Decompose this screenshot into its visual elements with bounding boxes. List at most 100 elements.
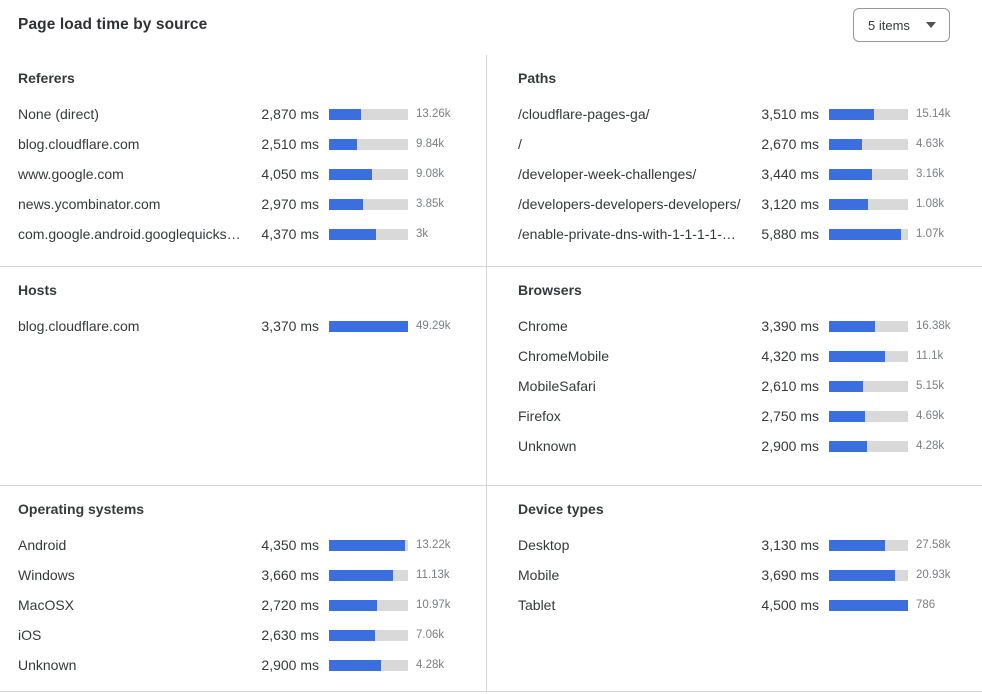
row-label: www.google.com bbox=[18, 166, 124, 182]
row-label: Mobile bbox=[518, 567, 560, 583]
row-count: 5.15k bbox=[916, 380, 945, 392]
row-load-time: 4,370 ms bbox=[261, 226, 319, 242]
row-count: 13.26k bbox=[416, 108, 451, 120]
bar-fill bbox=[829, 569, 896, 581]
bar-fill bbox=[829, 228, 901, 240]
chart-row: news.ycombinator.com 2,970 ms 3.85k bbox=[18, 189, 470, 219]
items-count-dropdown[interactable]: 5 items bbox=[853, 8, 950, 42]
row-load-time: 4,350 ms bbox=[261, 537, 319, 553]
chart-row: com.google.android.googlequicksearc… 4,37… bbox=[18, 219, 470, 249]
row-load-time: 2,750 ms bbox=[761, 408, 819, 424]
panel-device-types: Device types Desktop 3,130 ms 27.58k Mobile 3… bbox=[486, 485, 982, 691]
panel-title-referers: Referers bbox=[18, 70, 75, 86]
chart-row: ChromeMobile 4,320 ms 11.1k bbox=[518, 341, 970, 371]
row-load-time: 3,390 ms bbox=[761, 318, 819, 334]
row-label: Unknown bbox=[18, 657, 77, 673]
row-label: Chrome bbox=[518, 318, 568, 334]
bar-track bbox=[329, 599, 408, 611]
row-load-time: 3,660 ms bbox=[261, 567, 319, 583]
chart-row: blog.cloudflare.com 3,370 ms 49.29k bbox=[18, 311, 470, 341]
row-load-time: 3,690 ms bbox=[761, 567, 819, 583]
row-label: MacOSX bbox=[18, 597, 75, 613]
row-count: 1.08k bbox=[916, 198, 945, 210]
row-label: /developer-week-challenges/ bbox=[518, 166, 697, 182]
chevron-down-icon bbox=[926, 22, 936, 28]
bar-track bbox=[829, 138, 908, 150]
row-count: 16.38k bbox=[916, 320, 951, 332]
row-label: blog.cloudflare.com bbox=[18, 318, 140, 334]
row-count: 3k bbox=[416, 228, 429, 240]
row-count: 13.22k bbox=[416, 539, 451, 551]
chart-row: Mobile 3,690 ms 20.93k bbox=[518, 560, 970, 590]
row-load-time: 2,720 ms bbox=[261, 597, 319, 613]
bar-fill bbox=[329, 659, 382, 671]
row-label: /developers-developers-developers/ bbox=[518, 196, 741, 212]
bar-track bbox=[329, 320, 408, 332]
row-count: 49.29k bbox=[416, 320, 451, 332]
row-label: Tablet bbox=[518, 597, 556, 613]
panel-browsers: Browsers Chrome 3,390 ms 16.38k ChromeMobile… bbox=[486, 266, 982, 485]
row-load-time: 2,900 ms bbox=[261, 657, 319, 673]
chart-row: None (direct) 2,870 ms 13.26k bbox=[18, 99, 470, 129]
row-label: / bbox=[518, 136, 522, 152]
panel-paths: Paths/cloudflare-pages-ga/3,510 ms 15.14k… bbox=[486, 55, 982, 266]
row-label: iOS bbox=[18, 627, 42, 643]
bar-track bbox=[329, 168, 408, 180]
bar-track bbox=[329, 108, 408, 120]
row-count: 9.08k bbox=[416, 168, 445, 180]
row-count: 786 bbox=[916, 599, 936, 611]
row-load-time: 5,880 ms bbox=[761, 226, 819, 242]
bar-fill bbox=[829, 539, 886, 551]
chart-row: MobileSafari 2,610 ms 5.15k bbox=[518, 371, 970, 401]
row-count: 15.14k bbox=[916, 108, 951, 120]
bar-track bbox=[829, 228, 908, 240]
row-label: blog.cloudflare.com bbox=[18, 136, 140, 152]
bar-fill bbox=[829, 168, 872, 180]
bar-fill bbox=[829, 320, 875, 332]
row-label: com.google.android.googlequicksearc… bbox=[18, 226, 245, 242]
bar-track bbox=[829, 569, 908, 581]
chart-row: / 2,670 ms 4.63k bbox=[518, 129, 970, 159]
row-label: None (direct) bbox=[18, 106, 99, 122]
bar-track bbox=[829, 539, 908, 551]
page-title: Page load time by source bbox=[18, 16, 208, 33]
panel-operating-systems: Operating systems Android 4,350 ms 13.22k Wi… bbox=[0, 485, 486, 691]
row-load-time: 2,610 ms bbox=[761, 378, 819, 394]
row-label: Desktop bbox=[518, 537, 570, 553]
card-header: Page load time by source 5 items bbox=[0, 0, 982, 55]
bar-track bbox=[829, 440, 908, 452]
bar-track bbox=[829, 320, 908, 332]
row-load-time: 2,870 ms bbox=[261, 106, 319, 122]
row-load-time: 2,510 ms bbox=[261, 136, 319, 152]
panel-title-device-types: Device types bbox=[518, 501, 604, 517]
bar-fill bbox=[329, 198, 363, 210]
row-count: 9.84k bbox=[416, 138, 445, 150]
panel-title-browsers: Browsers bbox=[518, 282, 582, 298]
bar-fill bbox=[329, 320, 408, 332]
bar-track bbox=[829, 198, 908, 210]
chart-row: /enable-private-dns-with-1-1-1-1-on-… 5,8… bbox=[518, 219, 970, 249]
bar-track bbox=[329, 629, 408, 641]
row-load-time: 3,120 ms bbox=[761, 196, 819, 212]
bar-track bbox=[829, 168, 908, 180]
row-count: 4.69k bbox=[916, 410, 945, 422]
bar-fill bbox=[329, 599, 378, 611]
bar-fill bbox=[329, 569, 393, 581]
panel-hosts: Hosts blog.cloudflare.com 3,370 ms 49.29k bbox=[0, 266, 486, 485]
chart-row: Tablet 4,500 ms 786 bbox=[518, 590, 970, 620]
bar-track bbox=[329, 539, 408, 551]
chart-row: MacOSX 2,720 ms 10.97k bbox=[18, 590, 470, 620]
bar-fill bbox=[829, 198, 868, 210]
panel-title-hosts: Hosts bbox=[18, 282, 57, 298]
chart-row: /developer-week-challenges/3,440 ms 3.16k bbox=[518, 159, 970, 189]
bar-track bbox=[329, 228, 408, 240]
bar-fill bbox=[829, 138, 863, 150]
bar-track bbox=[329, 659, 408, 671]
panels-grid: Referers None (direct) 2,870 ms 13.26k blog.… bbox=[0, 55, 982, 692]
row-load-time: 4,500 ms bbox=[761, 597, 819, 613]
bar-fill bbox=[329, 138, 358, 150]
bar-fill bbox=[829, 108, 875, 120]
row-count: 4.28k bbox=[916, 440, 945, 452]
row-load-time: 4,320 ms bbox=[761, 348, 819, 364]
